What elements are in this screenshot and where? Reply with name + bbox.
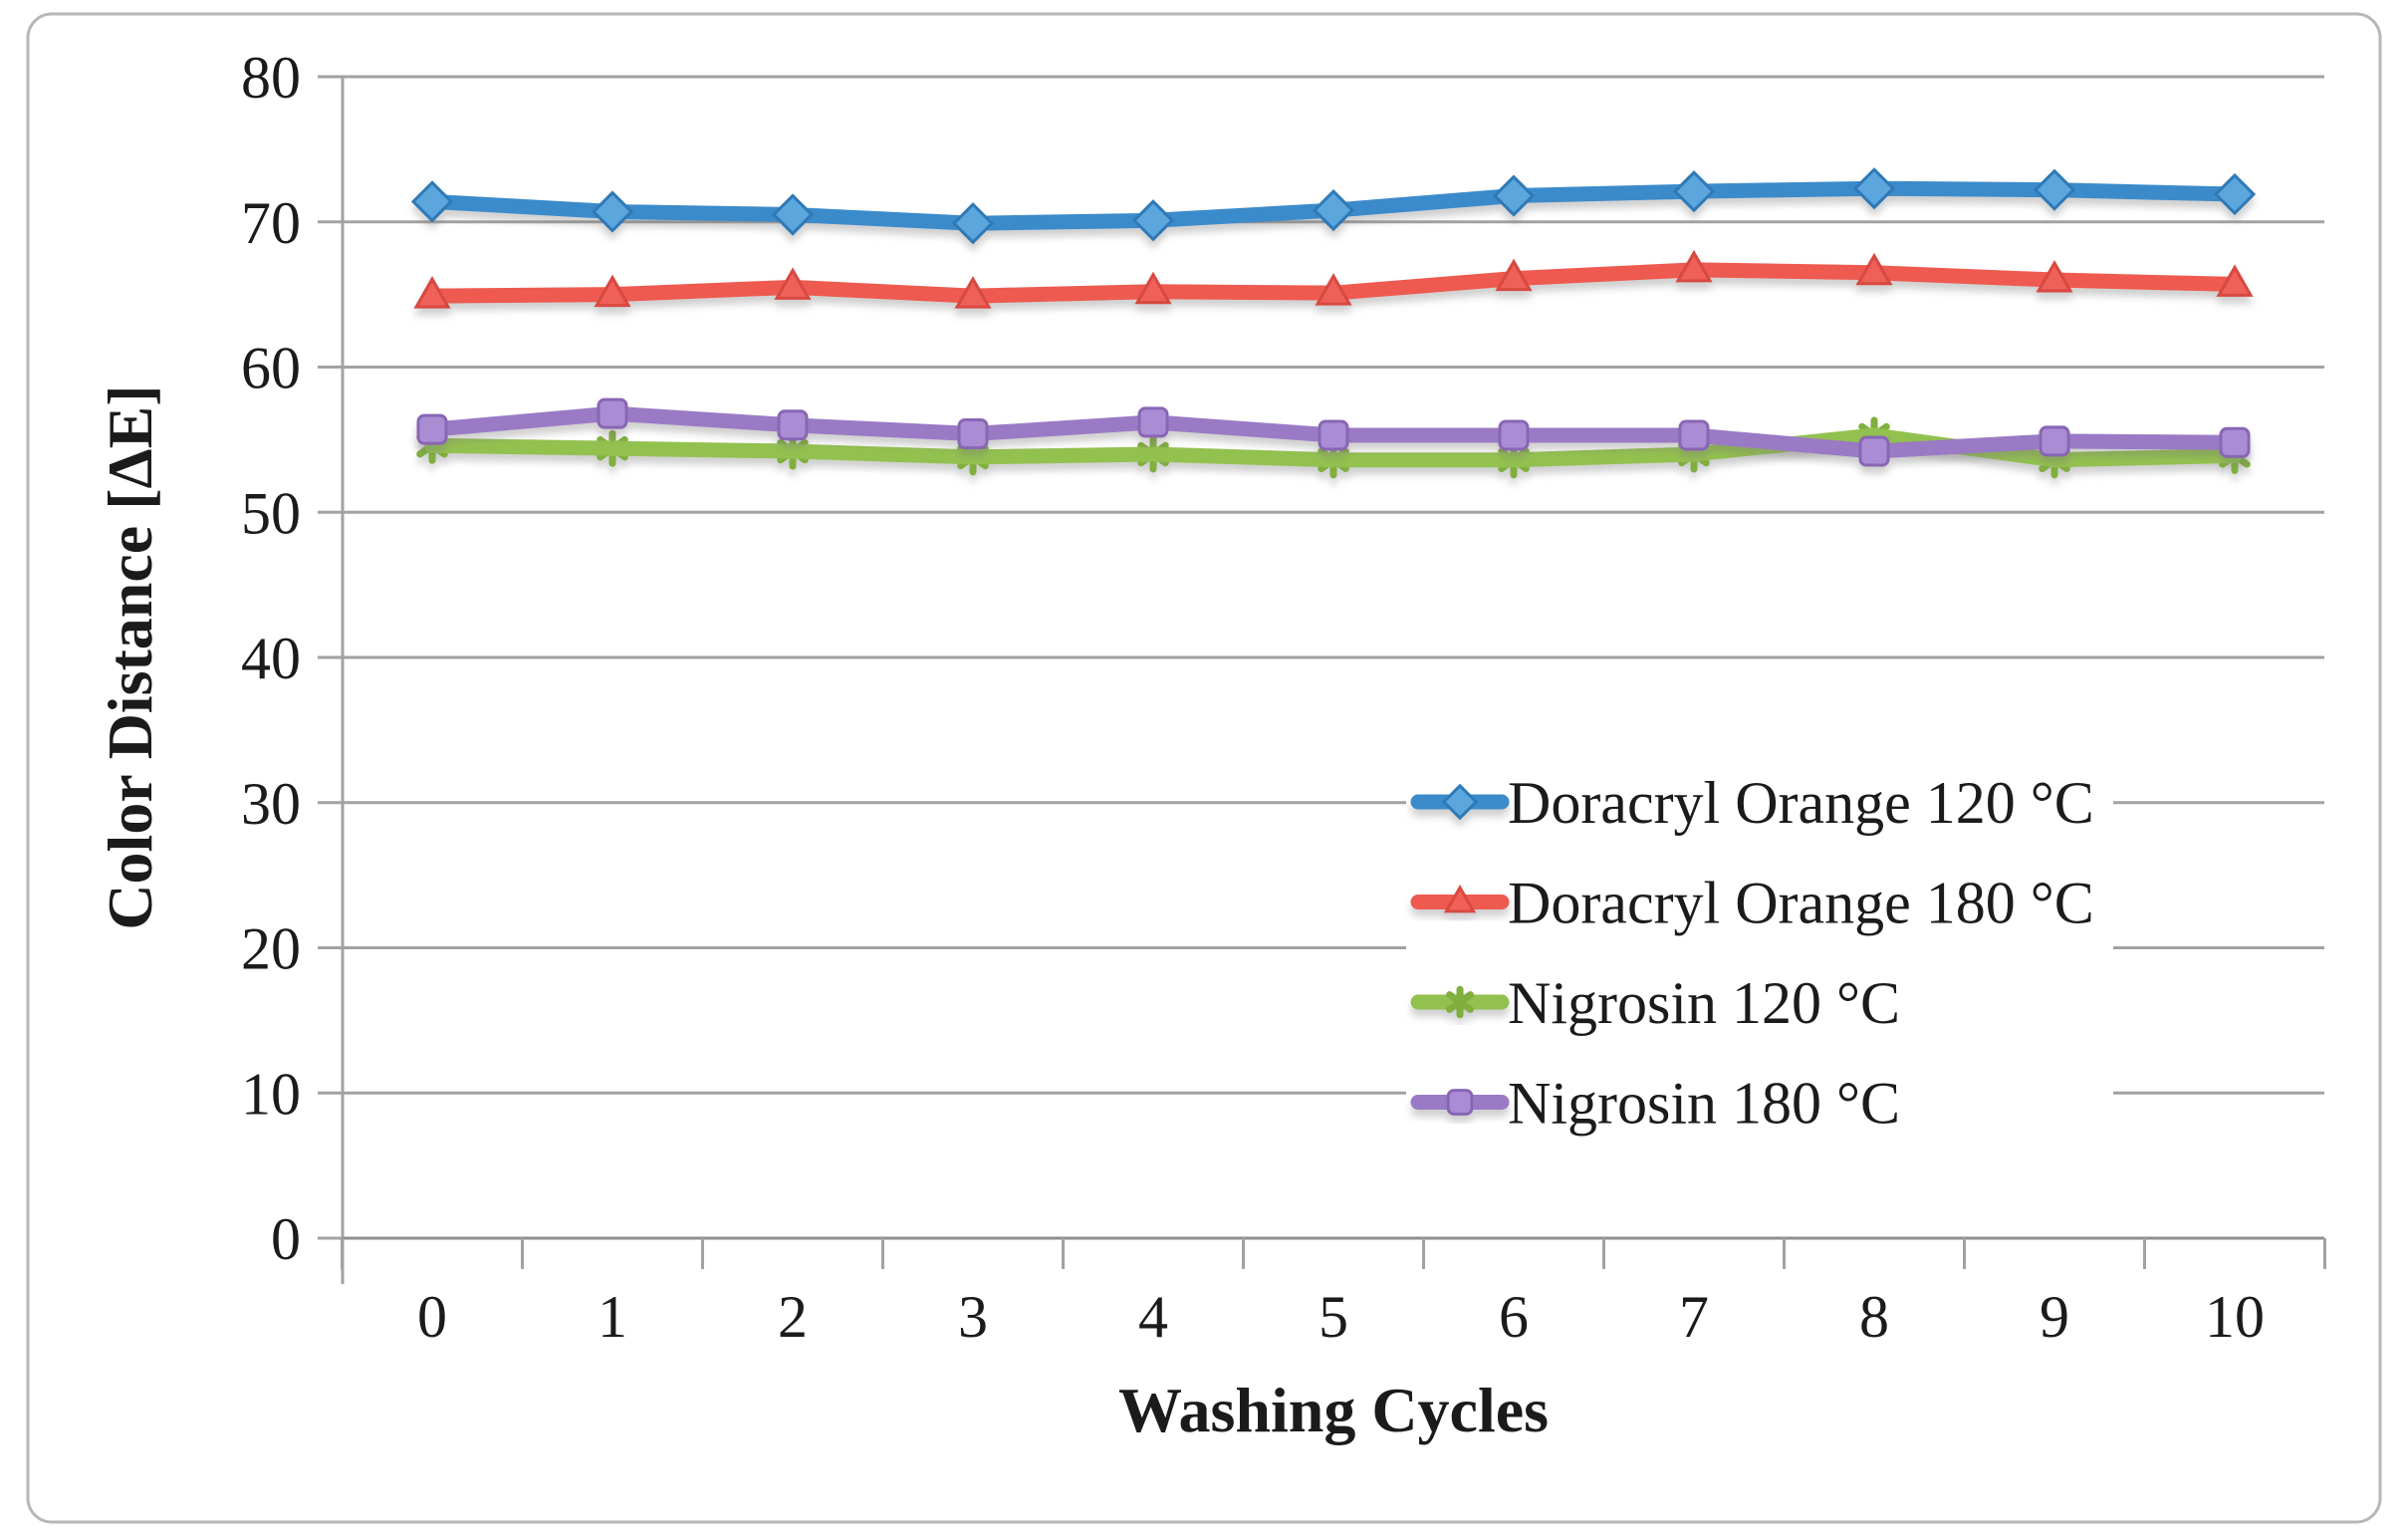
marker-asterisk <box>1446 985 1474 1019</box>
marker-square <box>1858 435 1890 467</box>
marker-triangle <box>1134 271 1172 305</box>
marker-diamond <box>1312 188 1355 232</box>
y-tick-label: 60 <box>241 336 301 401</box>
marker-diamond <box>591 190 634 233</box>
legend-swatch-asterisk-icon <box>1410 985 1510 1019</box>
marker-diamond <box>1672 170 1716 213</box>
marker-triangle <box>413 276 451 309</box>
x-tick-label: 3 <box>958 1284 988 1350</box>
y-tick-label: 80 <box>241 45 301 111</box>
y-tick-label: 0 <box>271 1206 301 1272</box>
marker-square <box>2039 425 2070 457</box>
series-nigrosin-180-c <box>416 397 2251 467</box>
marker-diamond <box>951 202 995 245</box>
x-tick-label: 4 <box>1138 1284 1168 1350</box>
marker-square <box>1498 419 1530 451</box>
marker-square <box>597 397 628 429</box>
marker-triangle <box>594 274 631 308</box>
axes-layer: 0 10 20 30 40 50 60 70 80 0 1 2 3 4 5 6 7 8 9 10 <box>241 45 2326 1350</box>
legend-swatch-diamond-icon <box>1410 783 1510 821</box>
marker-square <box>777 409 809 441</box>
marker-triangle <box>1315 273 1352 306</box>
x-axis-title: Washing Cycles <box>1118 1375 1549 1445</box>
legend-item: Nigrosin 180 °C <box>1410 1071 1900 1137</box>
marker-diamond <box>1131 199 1175 242</box>
marker-diamond <box>2213 172 2257 216</box>
series-doracryl-orange-120-c <box>410 167 2257 245</box>
x-tick-label: 7 <box>1679 1284 1709 1350</box>
marker-triangle <box>1495 258 1533 292</box>
y-tick-label: 30 <box>241 771 301 837</box>
legend-label: Nigrosin 180 °C <box>1508 1071 1900 1137</box>
marker-diamond <box>410 180 454 223</box>
y-tick-label: 10 <box>241 1061 301 1127</box>
marker-square <box>1678 419 1710 451</box>
legend-item: Nigrosin 120 °C <box>1410 970 1900 1036</box>
y-tick-label: 40 <box>241 626 301 691</box>
y-axis-title: Color Distance [ΔE] <box>95 384 165 929</box>
x-tick-label: 2 <box>778 1284 808 1350</box>
legend: Doracryl Orange 120 °C Doracryl Orange 18… <box>1406 749 2113 1157</box>
marker-triangle <box>1675 249 1713 283</box>
legend-label: Doracryl Orange 180 °C <box>1508 871 2094 936</box>
legend-label: Doracryl Orange 120 °C <box>1508 770 2094 836</box>
marker-square <box>1446 1089 1474 1116</box>
series-layer <box>410 167 2257 479</box>
marker-triangle <box>2036 260 2073 293</box>
marker-triangle <box>2216 264 2254 297</box>
y-tick-label: 20 <box>241 916 301 982</box>
x-tick-label: 9 <box>2040 1284 2069 1350</box>
marker-triangle <box>1443 885 1477 913</box>
x-tick-label: 10 <box>2205 1284 2265 1350</box>
legend-item: Doracryl Orange 180 °C <box>1410 871 2094 936</box>
marker-diamond <box>1852 167 1896 210</box>
marker-diamond <box>771 193 815 236</box>
y-tick-label: 70 <box>241 190 301 256</box>
legend-label: Nigrosin 120 °C <box>1508 970 1900 1036</box>
marker-square <box>2219 426 2251 458</box>
legend-background <box>1406 749 2113 1157</box>
marker-triangle <box>774 267 812 300</box>
marker-square <box>416 413 448 445</box>
marker-square <box>1318 419 1349 451</box>
legend-item: Doracryl Orange 120 °C <box>1410 770 2094 836</box>
y-tick-label: 50 <box>241 480 301 546</box>
x-tick-label: 5 <box>1319 1284 1348 1350</box>
gridlines-layer <box>343 75 2324 1095</box>
marker-triangle <box>1855 252 1893 286</box>
x-tick-label: 0 <box>417 1284 447 1350</box>
marker-square <box>957 418 989 450</box>
axis-titles-layer: Washing Cycles Color Distance [ΔE] <box>95 384 1549 1445</box>
series-doracryl-orange-180-c <box>413 249 2254 309</box>
marker-diamond <box>2033 168 2076 211</box>
marker-triangle <box>954 276 992 309</box>
x-tick-label: 1 <box>598 1284 627 1350</box>
x-tick-label: 8 <box>1859 1284 1889 1350</box>
legend-swatch-square-icon <box>1410 1089 1510 1116</box>
x-tick-label: 6 <box>1499 1284 1529 1350</box>
legend-swatch-triangle-icon <box>1410 885 1510 913</box>
marker-diamond <box>1441 783 1479 821</box>
marker-diamond <box>1492 174 1536 217</box>
marker-square <box>1137 406 1169 438</box>
